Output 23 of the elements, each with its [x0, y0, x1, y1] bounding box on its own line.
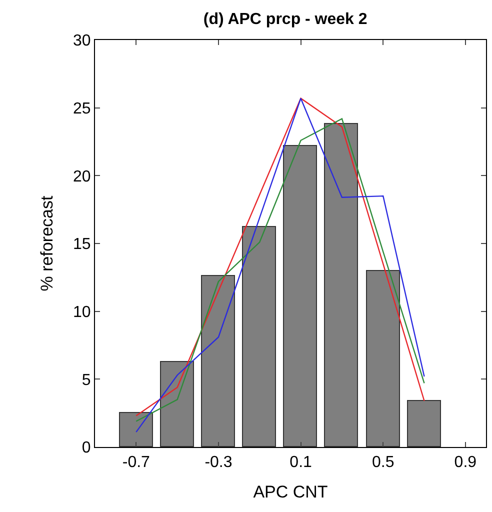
- bar: [201, 275, 235, 447]
- bar: [160, 361, 194, 447]
- x-tick-label: 0.9: [454, 454, 477, 472]
- y-tick-label: 30: [73, 32, 91, 50]
- bar: [119, 412, 153, 447]
- y-axis-title: % reforecast: [38, 196, 57, 292]
- y-tick-label: 0: [82, 440, 91, 457]
- x-tick-label: 0.5: [372, 454, 394, 472]
- x-tick-label: -0.3: [204, 454, 232, 472]
- bar: [242, 226, 276, 447]
- y-tick-label: 25: [73, 100, 91, 118]
- y-tick-label: 20: [73, 168, 91, 186]
- x-tick-label: 0.1: [290, 454, 312, 472]
- y-tick-label: 5: [82, 372, 91, 389]
- x-tick-label: -0.7: [122, 454, 150, 472]
- y-tick-label: 15: [73, 236, 91, 254]
- x-axis-title: APC CNT: [253, 482, 328, 502]
- bar: [283, 145, 317, 447]
- bar: [324, 123, 358, 447]
- bar: [366, 270, 400, 447]
- bar: [407, 400, 441, 447]
- chart-title: (d) APC prcp - week 2: [203, 11, 368, 28]
- y-tick-label: 10: [73, 304, 91, 321]
